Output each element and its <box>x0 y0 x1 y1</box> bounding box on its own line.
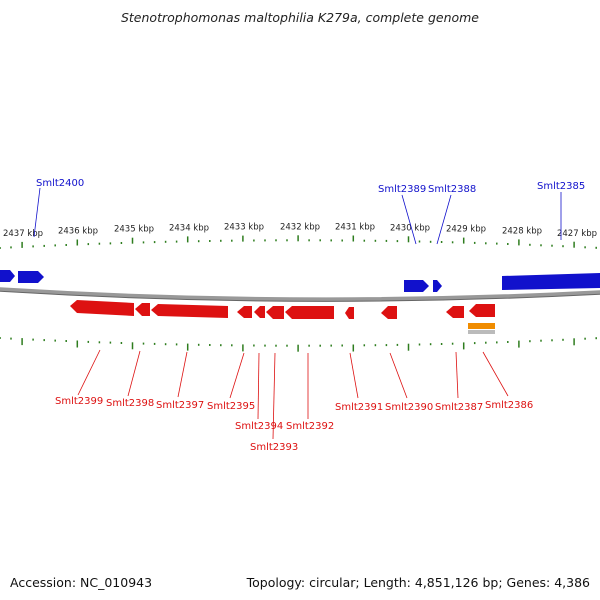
genome-title: Stenotrophomonas maltophilia K279a, comp… <box>120 10 480 25</box>
axis-tick-label: 2431 kbp <box>335 223 375 233</box>
gene-label-smlt2390[interactable]: Smlt2390 <box>385 402 433 413</box>
forward-gene-labels <box>33 187 562 245</box>
gene-label-smlt2385[interactable]: Smlt2385 <box>537 181 585 192</box>
outer-tick-track <box>0 235 597 249</box>
rna-feature[interactable] <box>468 323 495 329</box>
gene-label-smlt2393[interactable]: Smlt2393 <box>250 442 298 453</box>
axis-tick-label: 2430 kbp <box>390 223 430 233</box>
gene-label-smlt2389[interactable]: Smlt2389 <box>378 184 426 195</box>
axis-tick-label: 2428 kbp <box>502 227 542 237</box>
gene-reverse[interactable] <box>151 304 228 318</box>
gene-label-smlt2399[interactable]: Smlt2399 <box>55 396 103 407</box>
gene-reverse[interactable] <box>469 304 495 317</box>
gene-forward[interactable] <box>0 270 15 282</box>
gene-label-smlt2386[interactable]: Smlt2386 <box>485 400 533 411</box>
axis-labels: 2437 kbp 2436 kbp 2435 kbp 2434 kbp 2433 kbp… <box>3 222 597 239</box>
forward-genes <box>0 270 600 292</box>
gene-reverse[interactable] <box>135 303 150 316</box>
gene-label-smlt2397[interactable]: Smlt2397 <box>156 400 204 411</box>
axis-tick-label: 2432 kbp <box>280 222 320 232</box>
reverse-gene-labels <box>77 349 509 440</box>
gene-forward[interactable] <box>18 271 44 283</box>
gene-label-smlt2392[interactable]: Smlt2392 <box>286 421 334 432</box>
gene-reverse[interactable] <box>446 306 464 318</box>
axis-tick-label: 2427 kbp <box>557 229 597 239</box>
gene-reverse[interactable] <box>345 307 354 319</box>
axis-tick-label: 2429 kbp <box>446 225 486 235</box>
gene-forward[interactable] <box>404 280 429 292</box>
gene-reverse[interactable] <box>237 306 252 318</box>
gene-label-smlt2400[interactable]: Smlt2400 <box>36 178 84 189</box>
gene-label-smlt2391[interactable]: Smlt2391 <box>335 402 383 413</box>
gene-label-smlt2395[interactable]: Smlt2395 <box>207 401 255 412</box>
gene-label-smlt2398[interactable]: Smlt2398 <box>106 398 154 409</box>
axis-tick-label: 2437 kbp <box>3 229 43 239</box>
gene-forward[interactable] <box>433 280 442 292</box>
gene-label-smlt2387[interactable]: Smlt2387 <box>435 402 483 413</box>
genome-summary: Topology: circular; Length: 4,851,126 bp… <box>246 575 590 590</box>
rna-feature-shadow <box>468 330 495 334</box>
genome-backbone <box>0 287 600 302</box>
reverse-genes <box>70 300 495 319</box>
gene-forward[interactable] <box>502 273 600 290</box>
accession-label: Accession: NC_010943 <box>10 575 153 590</box>
inner-tick-track <box>0 337 597 352</box>
gene-reverse[interactable] <box>285 306 334 319</box>
gene-label-smlt2394[interactable]: Smlt2394 <box>235 421 283 432</box>
axis-tick-label: 2433 kbp <box>224 223 264 233</box>
gene-reverse[interactable] <box>254 306 265 318</box>
axis-tick-label: 2435 kbp <box>114 225 154 235</box>
gene-label-smlt2388[interactable]: Smlt2388 <box>428 184 476 195</box>
gene-reverse[interactable] <box>266 306 284 319</box>
axis-tick-label: 2434 kbp <box>169 223 209 233</box>
gene-reverse[interactable] <box>381 306 397 319</box>
gene-reverse[interactable] <box>70 300 134 316</box>
axis-tick-label: 2436 kbp <box>58 227 98 237</box>
